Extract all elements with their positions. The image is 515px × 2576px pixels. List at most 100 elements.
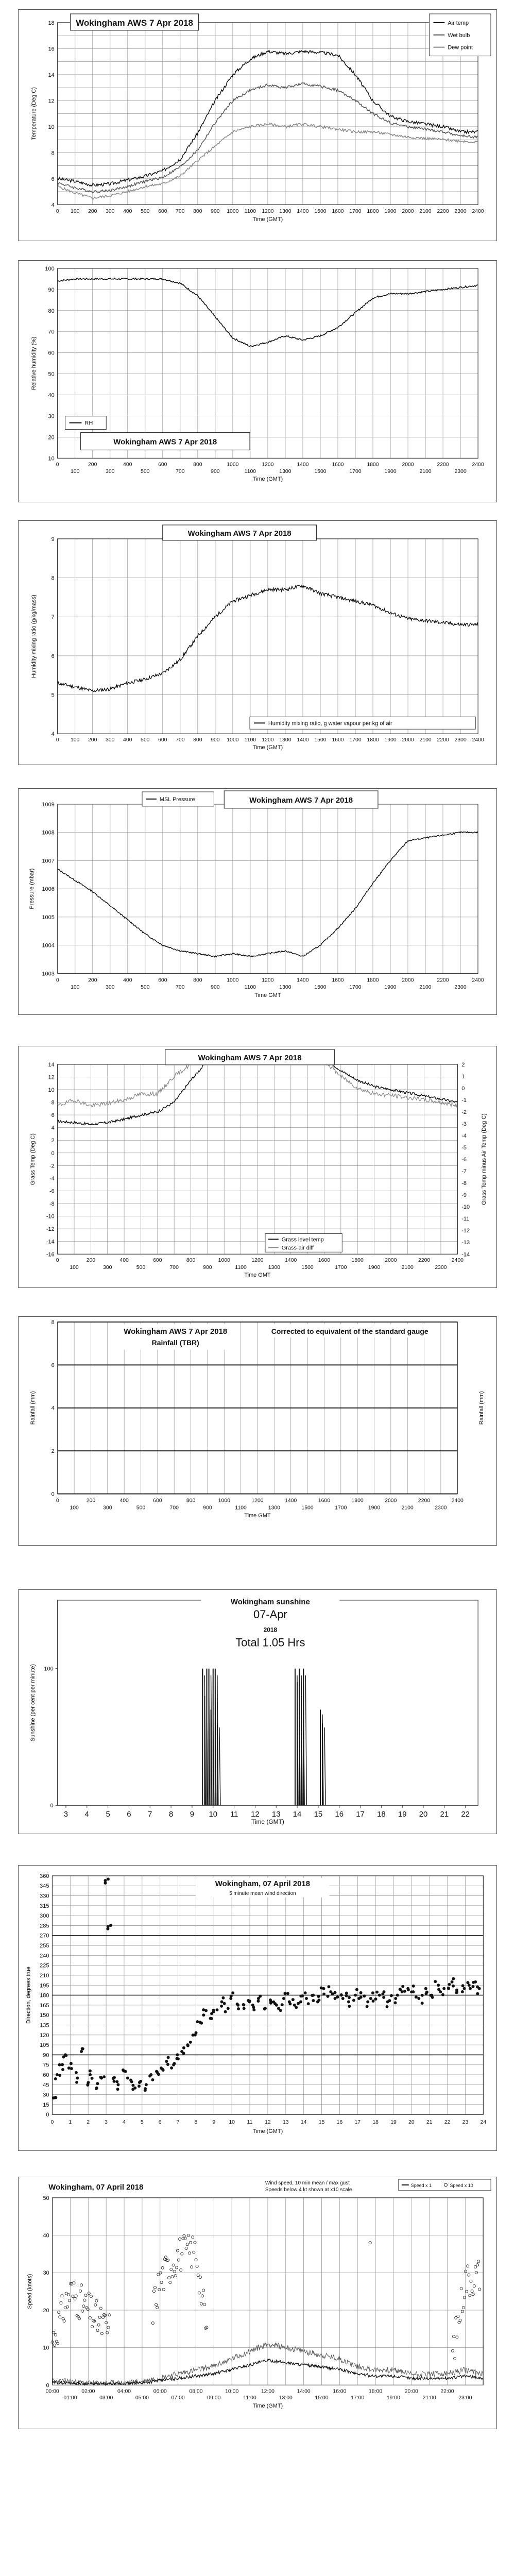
y2-axis-label: Rainfall (mm): [478, 1391, 485, 1425]
x-tick-label: 0: [51, 2120, 54, 2125]
x-tick-label: 22:00: [440, 2388, 454, 2394]
wind-direction-point: [282, 1997, 285, 2001]
x-axis-label: Time GMT: [254, 992, 281, 998]
speed-x10-point: [453, 2357, 457, 2360]
x-tick-label: 21: [440, 1810, 449, 1819]
speed-x10-point: [86, 2308, 90, 2311]
x-axis-label: Time (GMT): [253, 744, 283, 751]
x-tick-label: 11: [247, 2120, 253, 2125]
x-tick-label: 600: [158, 462, 167, 467]
x-tick-label: 0: [56, 1498, 59, 1503]
y-tick-label: 30: [43, 2270, 49, 2276]
x-tick-label: 14: [293, 1810, 302, 1819]
x-tick-label: 2000: [402, 977, 414, 983]
speed-x10-point: [466, 2264, 470, 2268]
speed-x10-point: [68, 2299, 72, 2302]
wind-direction-point: [411, 1984, 415, 1988]
rainfall-chart: 0 2 4 6 8 0 200 400 600 800 1000 1200 1400 1600 1800 20…: [30, 1319, 485, 1519]
y2-tick-label: -3: [461, 1121, 467, 1127]
x-tick-label: 18:00: [369, 2388, 382, 2394]
wind-direction-point: [182, 2046, 185, 2049]
x-tick-label: 04:00: [117, 2388, 131, 2394]
chart-title: Wokingham AWS 7 Apr 2018: [76, 18, 193, 28]
chart-subtitle: Rainfall (TBR): [152, 1338, 199, 1347]
y-tick-label: 1007: [42, 858, 54, 864]
x-tick-label: 1200: [262, 737, 273, 743]
x-tick-label: 1300: [279, 985, 291, 990]
y-tick-label: 50: [43, 2195, 49, 2201]
wind-direction-point: [242, 2003, 246, 2007]
chart-year: 2018: [264, 1626, 278, 1634]
speed-x10-point: [56, 2342, 60, 2345]
speed-x10-point: [180, 2252, 184, 2256]
chart-title: Wokingham AWS 7 Apr 2018: [198, 1054, 302, 1062]
y-tick-label: -2: [49, 1163, 55, 1169]
speed-x10-point: [455, 2335, 459, 2339]
wind-direction-point: [75, 2080, 79, 2084]
x-tick-label: 1100: [245, 469, 256, 474]
wind-direction-point: [371, 1991, 374, 1995]
x-tick-label: 01:00: [63, 2395, 77, 2401]
speed-x10-point: [196, 2274, 200, 2277]
wind-direction-point: [345, 1991, 348, 1995]
wind-direction-point: [450, 1980, 454, 1984]
x-tick-label: 700: [176, 469, 185, 474]
speed-x10-point: [471, 2293, 475, 2296]
x-tick-label: 1400: [297, 209, 308, 214]
wind-direction-point: [288, 2002, 292, 2006]
wind-direction-point: [437, 1984, 440, 1987]
speed-x10-point: [160, 2281, 163, 2284]
speed-x10-point: [194, 2258, 198, 2262]
chart-note: Corrected to equivalent of the standard …: [271, 1327, 428, 1335]
speed-x10-point: [94, 2303, 97, 2307]
wind-direction-point: [106, 1927, 110, 1930]
x-tick-label: 20: [419, 1810, 428, 1819]
x-tick-label: 3: [64, 1810, 68, 1819]
x-tick-label: 1500: [314, 209, 326, 214]
y-tick-label: 9: [52, 536, 55, 543]
x-tick-label: 900: [211, 985, 220, 990]
speed-x10-point: [478, 2287, 482, 2291]
x-tick-label: 18: [377, 1810, 386, 1819]
x-tick-label: 1000: [227, 977, 238, 983]
wind-direction-point: [439, 1990, 442, 1994]
wind-direction-point: [336, 1995, 339, 1999]
chart-title: Wokingham, 07 April 2018: [215, 1879, 310, 1888]
y-tick-label: 4: [52, 1405, 55, 1412]
x-tick-label: 19: [398, 1810, 407, 1819]
wind-direction-point: [363, 1994, 366, 1998]
x-tick-label: 100: [71, 209, 80, 214]
speed-x10-point: [473, 2265, 477, 2268]
wind-direction-point: [157, 2073, 160, 2076]
x-tick-label: 400: [123, 462, 132, 467]
x-tick-label: 1400: [285, 1258, 297, 1263]
x-tick-label: 300: [106, 737, 115, 743]
wind-direction-point: [148, 2074, 152, 2078]
speed-x10-point: [98, 2315, 101, 2319]
speed-x10-point: [84, 2294, 88, 2297]
wind-direction-point: [115, 2080, 119, 2083]
x-tick-label: 12: [265, 2120, 271, 2125]
x-tick-label: 11: [230, 1810, 238, 1819]
wind-direction-point: [401, 1985, 405, 1988]
x-tick-label: 10: [209, 1810, 217, 1819]
x-tick-label: 800: [186, 1258, 196, 1263]
speed-x10-point: [192, 2250, 196, 2254]
speed-x10-point: [154, 2303, 158, 2307]
speed-x10-point: [153, 2286, 157, 2290]
y-tick-label: 315: [40, 1903, 49, 1909]
x-tick-label: 800: [193, 977, 202, 983]
y-tick-label: 195: [40, 1982, 49, 1989]
wind-direction-point: [256, 1999, 260, 2003]
wind-direction-point: [461, 1984, 465, 1988]
x-tick-label: 300: [103, 1505, 112, 1511]
wind-direction-point: [231, 1991, 235, 1995]
speed-x10-point: [74, 2294, 78, 2298]
wind-direction-point: [341, 1997, 345, 2001]
speed-x10-point: [201, 2294, 204, 2298]
speed-x10-point: [171, 2263, 175, 2267]
wind-direction-point: [385, 2005, 389, 2009]
wind-direction-point: [400, 1990, 404, 1994]
wind-direction-point: [90, 2076, 94, 2080]
wind-direction-point: [194, 2031, 198, 2035]
